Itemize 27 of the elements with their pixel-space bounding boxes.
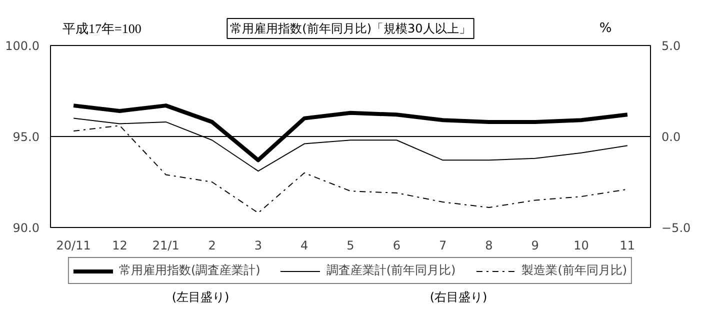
text: (左目盛り) [172, 290, 230, 304]
y2-tick-label: 5.0 [662, 39, 681, 53]
y-tick-label: 100.0 [5, 39, 40, 53]
legend-label: 製造業(前年同月比) [522, 262, 628, 279]
x-tick-label: 2 [208, 238, 216, 252]
x-tick-label: 9 [531, 238, 539, 252]
x-tick-label: 3 [254, 238, 262, 252]
y-tick-label: 90.0 [12, 221, 40, 235]
y2-tick-label: 0.0 [662, 130, 681, 144]
x-tick-label: 4 [300, 238, 308, 252]
x-tick-label: 6 [392, 238, 400, 252]
y-axis-title: 平成17年=100 [62, 21, 142, 36]
legend-label: 常用雇用指数(調査産業計) [118, 262, 260, 279]
chart-title: 常用雇用指数(前年同月比)「規模30人以上」 [230, 22, 471, 36]
x-tick-label: 7 [438, 238, 447, 252]
x-tick-label: 21/1 [152, 238, 180, 252]
x-tick-label: 12 [112, 238, 128, 252]
legend-label: 調査産業計(前年同月比) [326, 262, 456, 279]
x-tick-label: 8 [485, 238, 493, 252]
text: (右目盛り) [430, 290, 488, 304]
y2-axis-title: % [599, 21, 612, 36]
x-tick-label: 20/11 [56, 238, 91, 252]
x-tick-label: 11 [620, 238, 636, 252]
x-tick-label: 10 [574, 238, 589, 252]
y2-tick-label: −5.0 [662, 221, 691, 235]
x-tick-label: 5 [346, 238, 354, 252]
y-tick-label: 95.0 [12, 130, 40, 144]
